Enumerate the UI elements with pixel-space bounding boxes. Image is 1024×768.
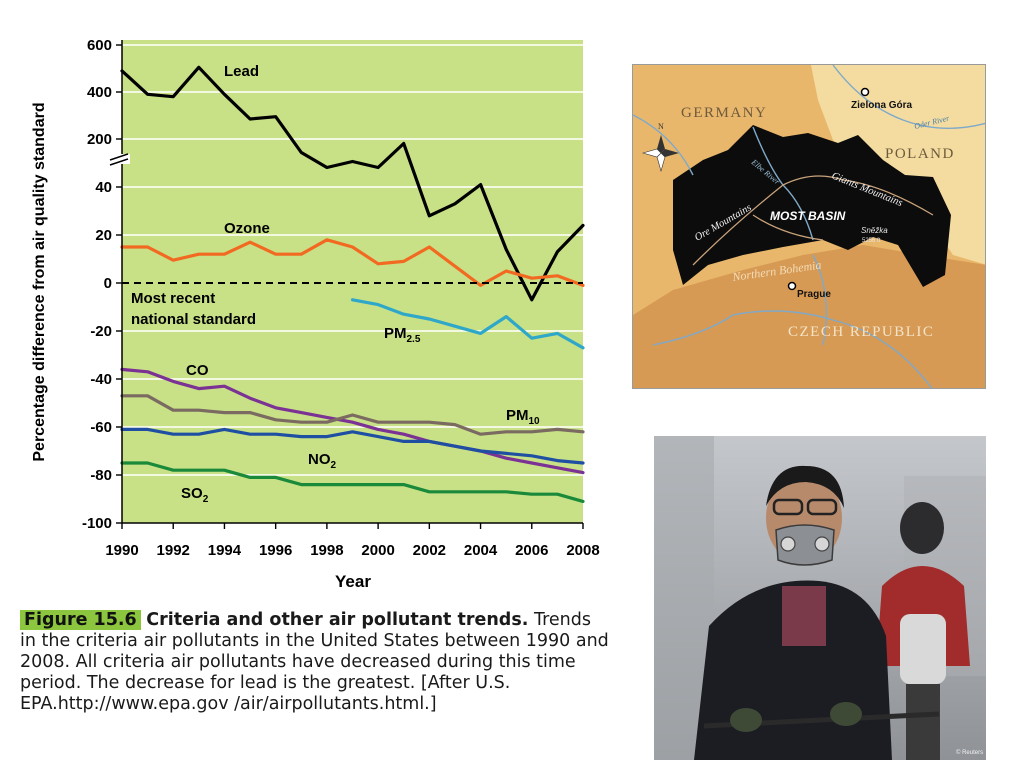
series-line-co [120, 367, 585, 475]
map-label-snezka: Sněžka [861, 226, 888, 235]
map-label-prague: Prague [797, 289, 831, 300]
y-axis-label: Percentage difference from air quality s… [31, 102, 48, 461]
x-tick-label-2008: 2008 [566, 542, 599, 559]
y-tick-label-200: 200 [87, 131, 112, 148]
y-tick-label--60: -60 [90, 419, 112, 436]
x-tick-label-2002: 2002 [413, 542, 446, 559]
standard-label-line1: Most recent [131, 290, 215, 307]
city-marker-prague [787, 281, 797, 291]
x-tick-label-1994: 1994 [208, 542, 242, 559]
series-label-sub-pm25: 2.5 [407, 334, 421, 345]
most-basin-map: N GERMANY POLAND CZECH REPUBLIC Zielona … [632, 64, 986, 389]
map-label-zielona-gora: Zielona Góra [851, 100, 913, 111]
series-label-sub-no2: 2 [331, 460, 337, 471]
series-label-lead: Lead [224, 63, 259, 80]
figure-description: Trends in the criteria air pollutants in… [20, 610, 609, 714]
standard-label-line2: national standard [131, 311, 256, 328]
x-tick-label-1996: 1996 [259, 542, 292, 559]
map-region-most-basin [673, 125, 951, 287]
x-tick-label-1998: 1998 [310, 542, 343, 559]
compass-rose-icon [641, 135, 679, 173]
series-label-ozone: Ozone [224, 220, 270, 237]
series-label-so2: SO2 [181, 485, 209, 505]
map-label-poland: POLAND [885, 146, 955, 162]
series-line-no2 [120, 427, 585, 465]
map-label-germany: GERMANY [681, 105, 767, 121]
figure-title: Criteria and other air pollutant trends. [146, 610, 529, 630]
series-label-sub-so2: 2 [203, 494, 209, 505]
plot-background [122, 40, 583, 523]
y-tick-label-0: 0 [104, 275, 112, 292]
x-tick-label-2000: 2000 [361, 542, 394, 559]
x-tick-label-1990: 1990 [105, 542, 138, 559]
series-label-sub-pm10: 10 [529, 416, 541, 427]
x-tick-label-2004: 2004 [464, 542, 498, 559]
y-tick-label-20: 20 [95, 227, 112, 244]
photo-illustration: © Reuters [654, 436, 986, 760]
series-lines [120, 65, 585, 503]
figure-caption: Figure 15.6 Criteria and other air pollu… [20, 610, 610, 715]
masked-cyclist-photo: © Reuters [654, 436, 986, 760]
photo-credit: © Reuters [956, 749, 983, 756]
series-line-pm10 [120, 394, 585, 436]
x-axis-label: Year [335, 572, 371, 591]
axis-break-mark [108, 153, 130, 166]
figure-number: Figure 15.6 [20, 610, 141, 630]
y-tick-label-400: 400 [87, 84, 112, 101]
city-marker-zielona-gora [860, 87, 870, 97]
map-label-most-basin: MOST BASIN [770, 209, 846, 223]
series-line-so2 [120, 461, 585, 503]
pollution-mask-icon [775, 524, 835, 566]
series-line-ozone [120, 238, 585, 287]
background-rider [876, 502, 970, 760]
series-label-co: CO [186, 362, 209, 379]
x-tick-label-1992: 1992 [157, 542, 190, 559]
air-pollutant-trend-chart: 600 400 200 40 20 0 -20 -40 -60 -80 -100 1990 1992 1… [20, 28, 610, 596]
gridlines [122, 44, 583, 476]
series-line-lead [120, 65, 585, 302]
map-label-snezka-elevation: 5256 ft [862, 238, 881, 244]
y-tick-label-600: 600 [87, 37, 112, 54]
x-tick-labels: 1990 1992 1994 1996 1998 2000 2002 2004 2006 2008 [105, 523, 600, 559]
series-line-pm25 [350, 298, 585, 350]
map-internal-lines [692, 175, 934, 266]
y-tick-label--20: -20 [90, 323, 112, 340]
series-label-no2: NO2 [308, 451, 337, 471]
cyclist-figure [694, 465, 940, 760]
map-label-czech-republic: CZECH REPUBLIC [788, 324, 934, 340]
map-svg: N GERMANY POLAND CZECH REPUBLIC Zielona … [633, 65, 985, 388]
x-tick-label-2006: 2006 [515, 542, 548, 559]
y-tick-label--40: -40 [90, 371, 112, 388]
y-tick-label--80: -80 [90, 467, 112, 484]
map-label-north: N [658, 122, 664, 131]
y-tick-label-40: 40 [95, 179, 112, 196]
y-tick-label--100: -100 [82, 515, 112, 532]
